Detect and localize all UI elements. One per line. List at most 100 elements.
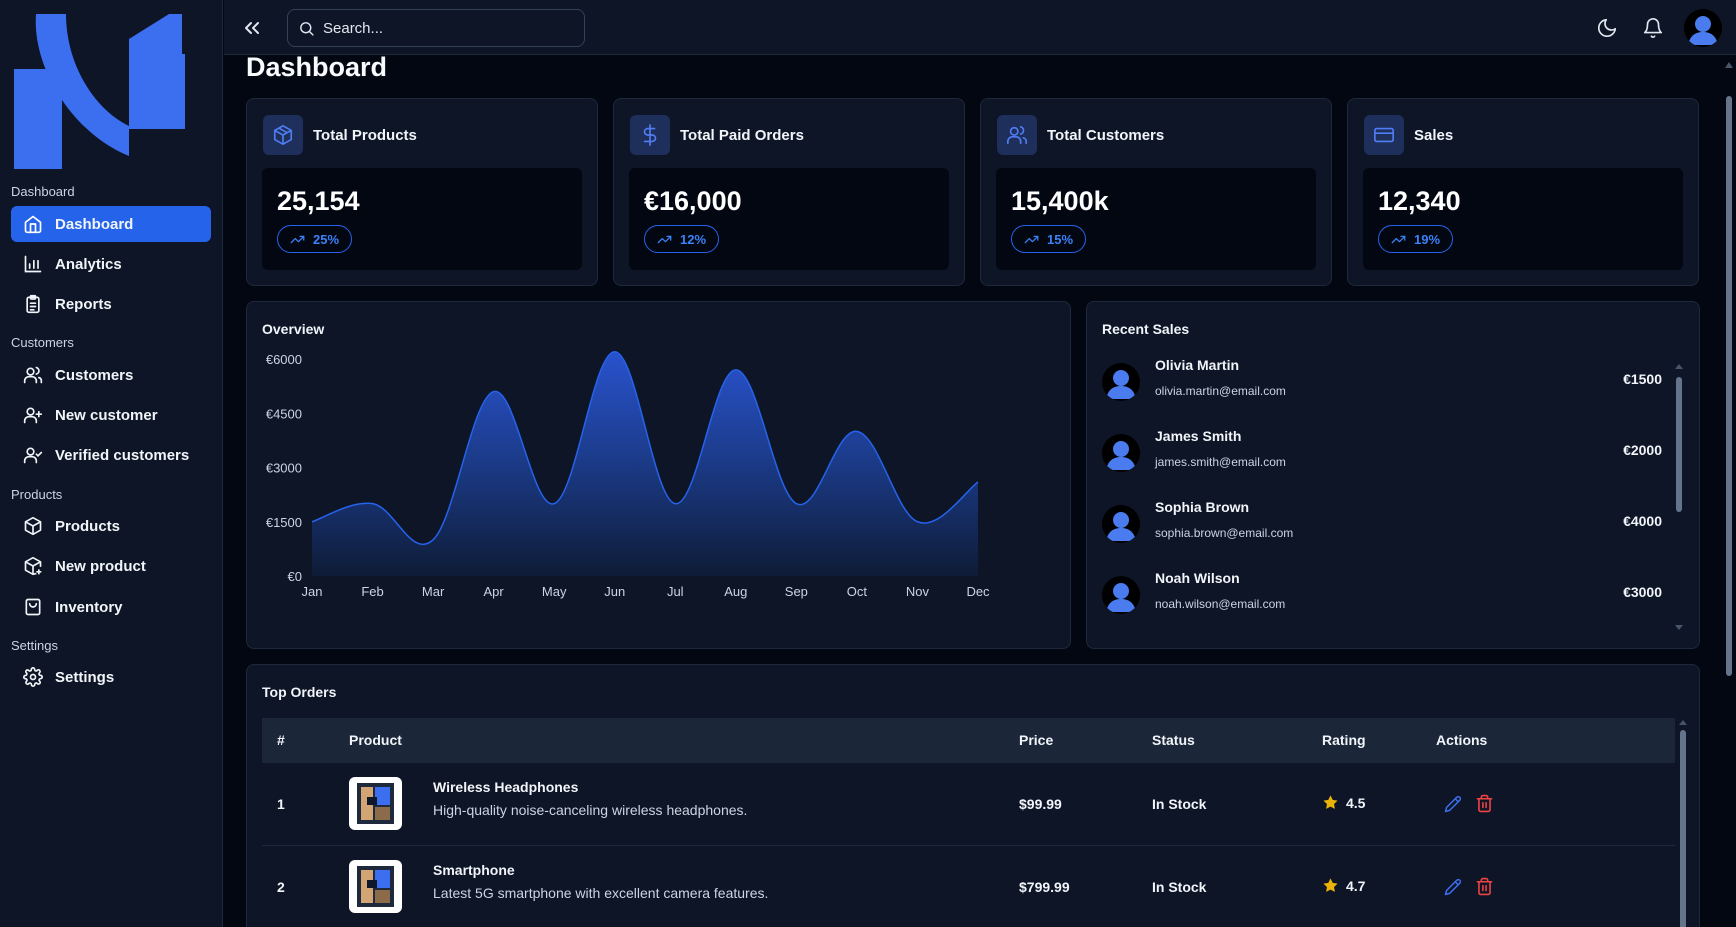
list-item[interactable]: Olivia Martin olivia.martin@email.com €1… — [1102, 357, 1662, 413]
stat-card-sales: Sales 12,340 19% — [1347, 98, 1699, 286]
series-line — [311, 351, 979, 546]
data-point-jun[interactable] — [609, 346, 621, 358]
recent-sales-scrollbar[interactable] — [1675, 362, 1683, 632]
data-point-sep[interactable] — [790, 498, 802, 510]
product-description: High-quality noise-canceling wireless he… — [433, 802, 748, 818]
sale-amount: €2000 — [1623, 442, 1662, 458]
sidebar-item-customers[interactable]: Customers — [11, 357, 211, 393]
trending-up-icon — [1391, 235, 1406, 243]
bar-chart-icon — [24, 255, 42, 273]
sidebar-item-dashboard[interactable]: Dashboard — [11, 206, 211, 242]
customer-email: noah.wilson@email.com — [1155, 597, 1286, 611]
stat-value: €16,000 — [644, 186, 742, 216]
data-point-oct[interactable] — [851, 425, 863, 437]
orders-scrollbar[interactable] — [1679, 718, 1687, 927]
x-tick-label: Dec — [966, 584, 990, 599]
sidebar-item-new-customer[interactable]: New customer — [11, 397, 211, 433]
data-point-jan[interactable] — [306, 516, 318, 528]
list-item[interactable]: James Smith james.smith@email.com €2000 — [1102, 428, 1662, 484]
column-header: Status — [1152, 732, 1195, 748]
customer-name: Olivia Martin — [1155, 357, 1240, 373]
data-point-jul[interactable] — [669, 498, 681, 510]
trash-icon[interactable] — [1475, 794, 1494, 813]
x-tick-label: Jul — [667, 584, 684, 599]
y-tick-label: €4500 — [266, 406, 302, 421]
stat-title: Total Products — [313, 126, 417, 144]
main-scrollbar[interactable] — [1722, 60, 1736, 927]
data-point-may[interactable] — [548, 498, 560, 510]
data-point-mar[interactable] — [427, 534, 439, 546]
trending-up-icon — [1024, 235, 1039, 243]
sidebar-item-analytics[interactable]: Analytics — [11, 246, 211, 282]
search-input[interactable] — [323, 19, 563, 37]
home-icon — [24, 215, 42, 234]
sidebar-item-new-product[interactable]: New product — [11, 548, 211, 584]
sidebar-item-settings[interactable]: Settings — [11, 659, 211, 695]
column-header: Product — [349, 732, 402, 748]
shopping-bag-icon — [25, 598, 41, 616]
users-icon — [1007, 126, 1027, 145]
edit-icon[interactable] — [1444, 795, 1462, 813]
customer-email: sophia.brown@email.com — [1155, 526, 1294, 540]
trend-value: 25% — [313, 231, 340, 247]
trend-value: 15% — [1047, 231, 1074, 247]
product-image — [349, 860, 402, 913]
sidebar-item-inventory[interactable]: Inventory — [11, 589, 211, 625]
clipboard-icon — [26, 294, 40, 314]
chevrons-left-icon[interactable] — [240, 16, 264, 40]
customer-email: james.smith@email.com — [1155, 455, 1286, 469]
y-tick-label: €6000 — [266, 352, 302, 367]
sidebar-item-label: New customer — [55, 406, 158, 424]
sidebar-item-reports[interactable]: Reports — [11, 286, 211, 322]
table-row[interactable]: 1 Wireless Headphones High-quality noise… — [262, 763, 1675, 846]
product-name: Wireless Headphones — [433, 779, 579, 795]
y-tick-label: €3000 — [266, 461, 302, 476]
stat-card-total-products: Total Products 25,154 25% — [246, 98, 598, 286]
x-tick-label: May — [542, 584, 567, 599]
sidebar-item-label: Products — [55, 517, 121, 535]
trend-badge: 12% — [644, 225, 720, 253]
nav-section-customers: Customers — [11, 335, 74, 350]
data-point-dec[interactable] — [972, 476, 984, 488]
area-fill — [312, 351, 978, 576]
column-header: # — [277, 732, 285, 748]
column-header: Rating — [1322, 732, 1366, 748]
data-point-aug[interactable] — [730, 364, 742, 376]
trending-up-icon — [657, 235, 672, 243]
users-icon — [23, 366, 43, 384]
recent-sales-card: Recent Sales Olivia Martin olivia.martin… — [1086, 301, 1700, 649]
list-item[interactable]: Sophia Brown sophia.brown@email.com €400… — [1102, 499, 1662, 555]
search-icon — [300, 21, 314, 36]
trend-value: 19% — [1414, 231, 1441, 247]
data-point-apr[interactable] — [488, 386, 500, 398]
user-icon — [1106, 583, 1136, 612]
bell-icon[interactable] — [1642, 17, 1664, 39]
stat-value: 15,400k — [1011, 186, 1109, 216]
brand-logo — [14, 14, 185, 169]
table-row[interactable]: 2 Smartphone Latest 5G smartphone with e… — [262, 846, 1675, 927]
sidebar-item-verified-customers[interactable]: Verified customers — [11, 437, 211, 473]
x-tick-label: Apr — [484, 584, 505, 599]
user-avatar[interactable] — [1684, 9, 1722, 47]
table-header: # Product Price Status Rating Actions — [262, 718, 1675, 763]
moon-icon[interactable] — [1596, 17, 1618, 39]
stat-title: Total Paid Orders — [680, 126, 804, 144]
rating: 4.7 — [1322, 877, 1365, 894]
avatar — [1102, 434, 1140, 472]
product-image — [349, 777, 402, 830]
data-point-feb[interactable] — [367, 498, 379, 510]
x-tick-label: Sep — [785, 584, 808, 599]
list-item[interactable]: Noah Wilson noah.wilson@email.com €3000 — [1102, 570, 1662, 626]
user-icon — [1106, 441, 1136, 470]
search-box[interactable] — [287, 9, 585, 47]
data-point-nov[interactable] — [911, 516, 923, 528]
sidebar-item-products[interactable]: Products — [11, 508, 211, 544]
product-name: Smartphone — [433, 862, 515, 878]
trending-up-icon — [290, 235, 305, 243]
stat-card-total-customers: Total Customers 15,400k 15% — [980, 98, 1332, 286]
user-check-icon — [23, 447, 43, 464]
trash-icon[interactable] — [1475, 877, 1494, 896]
nav-section-products: Products — [11, 487, 63, 502]
sidebar-item-label: Analytics — [55, 255, 122, 273]
edit-icon[interactable] — [1444, 878, 1462, 896]
